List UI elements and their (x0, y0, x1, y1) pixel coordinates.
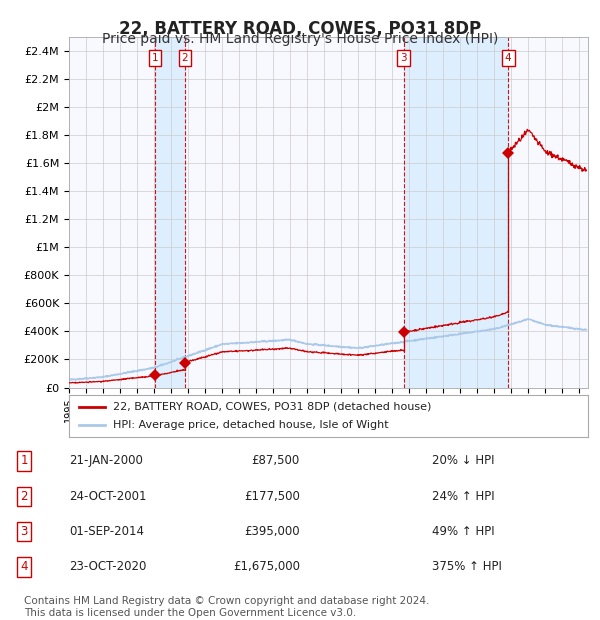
Text: 1: 1 (20, 454, 28, 467)
Text: 4: 4 (505, 53, 512, 63)
Text: 3: 3 (20, 525, 28, 538)
Text: 20% ↓ HPI: 20% ↓ HPI (432, 454, 494, 467)
Text: 4: 4 (20, 560, 28, 574)
Text: £395,000: £395,000 (244, 525, 300, 538)
Text: £1,675,000: £1,675,000 (233, 560, 300, 574)
Bar (404, 37, 508, 387)
Text: 21-JAN-2000: 21-JAN-2000 (69, 454, 143, 467)
Text: £177,500: £177,500 (244, 490, 300, 503)
Text: 2: 2 (182, 53, 188, 63)
Text: 3: 3 (400, 53, 407, 63)
Text: Contains HM Land Registry data © Crown copyright and database right 2024.
This d: Contains HM Land Registry data © Crown c… (24, 596, 430, 618)
Text: 2: 2 (20, 490, 28, 503)
Text: 22, BATTERY ROAD, COWES, PO31 8DP: 22, BATTERY ROAD, COWES, PO31 8DP (119, 20, 481, 38)
Bar (155, 37, 185, 387)
Text: £87,500: £87,500 (252, 454, 300, 467)
Text: Price paid vs. HM Land Registry's House Price Index (HPI): Price paid vs. HM Land Registry's House … (102, 32, 498, 46)
Text: HPI: Average price, detached house, Isle of Wight: HPI: Average price, detached house, Isle… (113, 420, 389, 430)
Text: 24% ↑ HPI: 24% ↑ HPI (432, 490, 494, 503)
Text: 1: 1 (152, 53, 158, 63)
Text: 23-OCT-2020: 23-OCT-2020 (69, 560, 146, 574)
Text: 22, BATTERY ROAD, COWES, PO31 8DP (detached house): 22, BATTERY ROAD, COWES, PO31 8DP (detac… (113, 402, 431, 412)
Text: 49% ↑ HPI: 49% ↑ HPI (432, 525, 494, 538)
Text: 375% ↑ HPI: 375% ↑ HPI (432, 560, 502, 574)
Text: 24-OCT-2001: 24-OCT-2001 (69, 490, 146, 503)
Text: 01-SEP-2014: 01-SEP-2014 (69, 525, 144, 538)
